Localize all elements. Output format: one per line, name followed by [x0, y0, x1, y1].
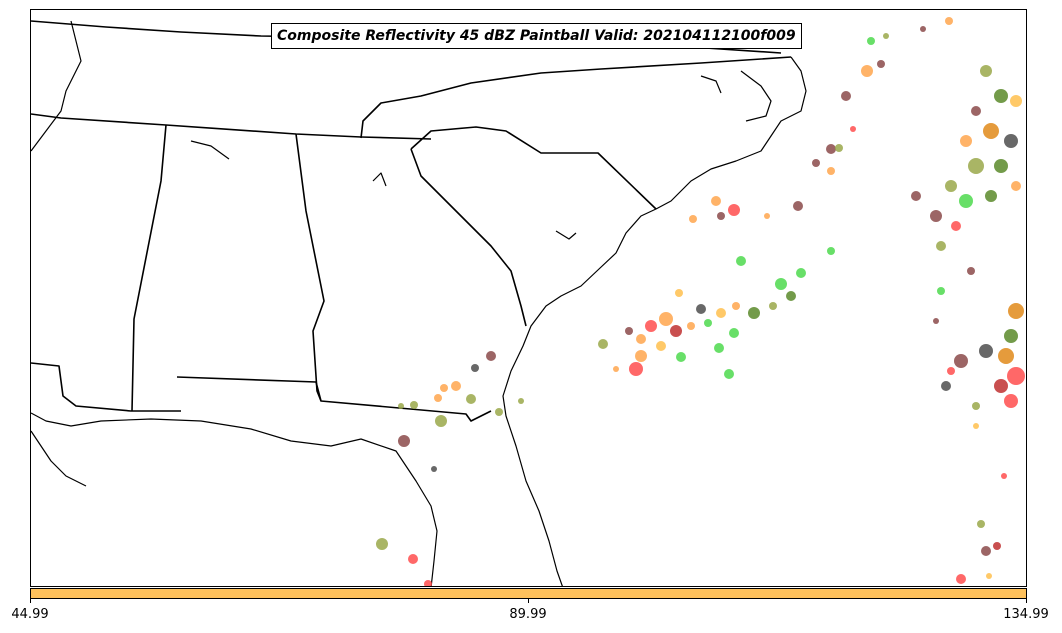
pamlico-sound	[740, 70, 772, 122]
river-mississippi	[31, 20, 82, 152]
boundary-va-nc	[360, 56, 792, 139]
colorbar-tick-mark	[30, 599, 31, 603]
chesapeake-detail	[700, 75, 722, 94]
colorbar-tick-mark	[528, 599, 529, 603]
boundary-al-fl	[176, 376, 492, 422]
boundary-fl-line	[31, 362, 181, 412]
map-canvas	[31, 17, 1025, 586]
map-title: Composite Reflectivity 45 dBZ Paintball …	[271, 23, 802, 49]
lake-marion	[555, 230, 577, 240]
state-boundaries	[31, 20, 792, 422]
boundary-ga-sc-river	[410, 148, 527, 327]
lake-al	[190, 140, 230, 160]
colorbar-tick-label: 44.99	[11, 607, 49, 622]
colorbar-tick-label: 89.99	[509, 607, 547, 622]
coast-atlantic	[502, 56, 807, 586]
colorbar	[30, 588, 1027, 599]
boundary-tn-south	[31, 113, 432, 140]
colorbar-tick-mark	[1026, 599, 1027, 603]
lake-ga	[372, 172, 387, 187]
coastline	[31, 20, 807, 586]
coast-ms-detail	[31, 430, 87, 487]
boundary-al-ms	[131, 124, 167, 412]
map-panel: Composite Reflectivity 45 dBZ Paintball …	[30, 9, 1027, 587]
boundary-nc-sc	[410, 126, 657, 210]
boundary-al-ga	[295, 133, 325, 402]
coast-gulf	[31, 412, 438, 586]
paintball-blobs	[376, 17, 1025, 586]
colorbar-tick-label: 134.99	[1003, 607, 1049, 622]
